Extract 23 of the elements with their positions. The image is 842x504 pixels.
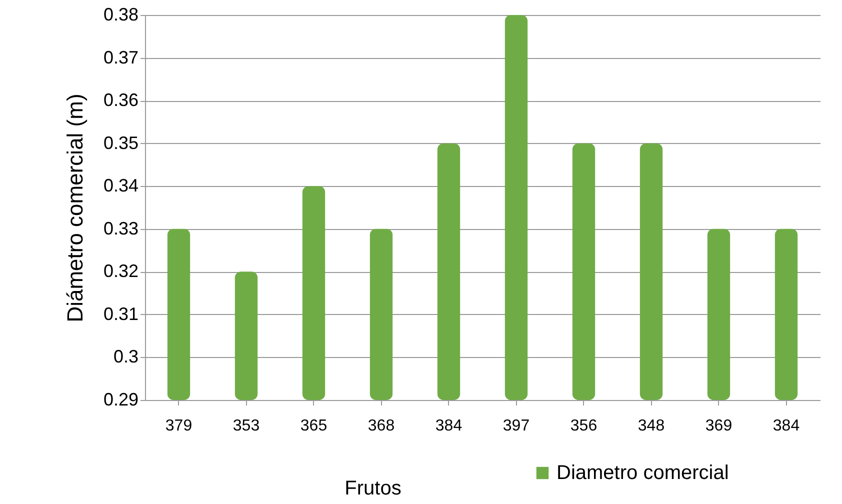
y-tick-label: 0.36 bbox=[103, 90, 138, 110]
legend-label: Diametro comercial bbox=[556, 462, 729, 484]
y-axis-title: Diámetro comercial (m) bbox=[62, 94, 88, 322]
y-tick-label: 0.34 bbox=[103, 176, 138, 196]
y-tick-label: 0.37 bbox=[103, 47, 138, 68]
x-tick-label: 384 bbox=[772, 418, 800, 434]
x-axis-title: Frutos bbox=[344, 478, 402, 500]
x-tick-label: 348 bbox=[638, 418, 665, 434]
y-tick-label: 0.35 bbox=[103, 132, 138, 153]
x-tick-label: 369 bbox=[705, 418, 732, 434]
x-tick-label: 365 bbox=[300, 418, 328, 434]
x-tick-label: 397 bbox=[502, 418, 530, 434]
x-tick-label: 379 bbox=[165, 418, 192, 434]
y-tick-label: 0.29 bbox=[103, 390, 138, 410]
y-tick-label: 0.31 bbox=[103, 304, 138, 324]
y-tick-label: 0.32 bbox=[103, 261, 138, 282]
x-tick-label: 384 bbox=[435, 418, 462, 434]
x-tick-label: 368 bbox=[368, 418, 395, 434]
y-tick-label: 0.3 bbox=[113, 346, 138, 367]
y-tick-label: 0.33 bbox=[103, 218, 138, 238]
x-tick-label: 353 bbox=[232, 418, 260, 434]
y-tick-label: 0.38 bbox=[103, 4, 138, 24]
x-tick-label: 356 bbox=[570, 418, 598, 434]
